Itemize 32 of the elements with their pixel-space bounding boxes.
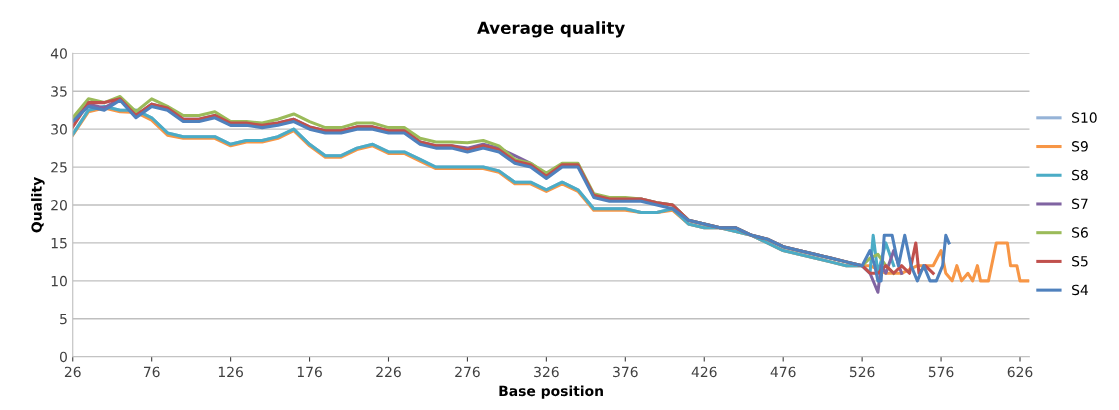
x-axis-title: Base position [499,385,603,399]
x-tick-label: 26 [64,366,81,378]
chart-title: Average quality [477,21,625,38]
x-tick-label: 426 [691,366,717,378]
x-tick-label: 276 [455,366,480,378]
y-tick-label: 40 [50,48,67,59]
y-tick-label: 0 [59,351,67,363]
legend-label: S10 [1072,112,1097,123]
x-tick-label: 226 [376,366,401,378]
legend-label: S5 [1072,255,1088,267]
x-tick-label: 176 [297,366,322,378]
y-tick-label: 25 [51,162,67,173]
y-axis-title: Quality [31,177,45,233]
y-tick-label: 20 [51,199,67,211]
legend-label: S6 [1072,227,1088,238]
y-tick-label: 15 [51,238,67,249]
x-tick-label: 476 [770,366,796,378]
legend-label: S4 [1072,284,1089,296]
legend-label: S8 [1072,169,1088,181]
x-tick-label: 376 [613,366,638,378]
legend-label: S9 [1072,141,1088,152]
x-tick-label: 76 [143,366,160,378]
y-tick-label: 5 [60,313,67,325]
legend-label: S7 [1072,198,1088,210]
x-tick-label: 526 [849,366,875,378]
x-tick-label: 326 [534,366,559,378]
x-tick-label: 576 [928,366,954,378]
y-tick-label: 35 [51,86,67,97]
y-tick-label: 10 [51,275,67,287]
x-tick-label: 626 [1007,366,1033,378]
y-tick-label: 30 [51,124,67,135]
x-tick-label: 126 [218,366,243,378]
